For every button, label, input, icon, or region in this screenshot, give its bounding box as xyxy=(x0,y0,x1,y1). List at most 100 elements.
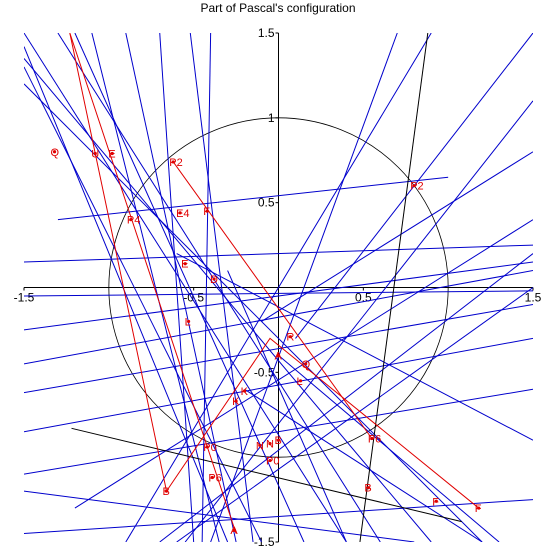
red-line xyxy=(172,161,373,439)
point-label: B xyxy=(364,483,371,495)
point-marker xyxy=(183,262,187,266)
point-marker xyxy=(366,486,371,490)
blue-line xyxy=(24,66,262,542)
point-marker xyxy=(164,489,169,493)
point-marker xyxy=(52,150,57,154)
blue-line xyxy=(24,388,533,475)
blue-line xyxy=(57,176,449,221)
blue-line xyxy=(24,244,533,263)
blue-line xyxy=(278,354,500,542)
blue-line xyxy=(189,33,254,542)
point-label: K xyxy=(232,396,240,408)
point-label: P2 xyxy=(410,181,423,193)
blue-line xyxy=(201,33,212,542)
x-tick-label: -1.5 xyxy=(14,291,35,305)
point-marker xyxy=(242,389,247,393)
point-label: E xyxy=(181,259,188,271)
point-marker xyxy=(268,458,272,463)
blue-line xyxy=(24,83,483,542)
plot-title: Part of Pascal's configuration xyxy=(200,1,355,15)
point-label: Q xyxy=(302,359,311,371)
point-label: P2 xyxy=(169,157,182,169)
point-label: A xyxy=(275,350,283,362)
point-label: F xyxy=(475,503,482,515)
point-marker xyxy=(205,209,209,213)
point-marker xyxy=(210,475,214,480)
point-label: L xyxy=(185,316,191,328)
blue-line xyxy=(125,33,432,542)
blue-line xyxy=(24,270,533,365)
red-line xyxy=(69,33,237,534)
axes: -1.5-0.50.51.51.510.5-0.5-1.5 xyxy=(14,26,542,549)
y-tick-label: 1.5 xyxy=(258,26,275,40)
blue-line xyxy=(227,270,347,542)
blue-line xyxy=(176,253,533,441)
point-marker xyxy=(298,379,303,383)
point-label: N xyxy=(256,440,264,452)
point-marker xyxy=(234,399,238,403)
blue-line xyxy=(91,33,220,542)
point-marker xyxy=(288,335,292,339)
red-polyline xyxy=(69,33,480,509)
y-tick-label: 0.5 xyxy=(258,196,275,210)
point-marker xyxy=(412,184,416,188)
point-label: A xyxy=(230,525,238,537)
blue-line xyxy=(24,337,533,433)
point-marker xyxy=(304,362,308,366)
blue-line xyxy=(24,499,533,535)
x-tick-label: 1.5 xyxy=(525,291,542,305)
point-marker xyxy=(268,441,272,446)
point-label: B xyxy=(275,435,282,447)
point-marker xyxy=(370,436,374,441)
blue-line xyxy=(74,219,533,509)
point-label: Q xyxy=(51,147,60,159)
point-marker xyxy=(434,499,438,503)
point-marker xyxy=(276,438,281,442)
black-line xyxy=(359,33,429,542)
blue-line xyxy=(159,253,533,542)
point-label: P6 xyxy=(368,434,381,446)
blue-line xyxy=(24,490,415,542)
point-label: P0 xyxy=(266,456,279,468)
point-marker xyxy=(212,277,216,281)
y-tick-label: -1.5 xyxy=(254,535,275,549)
point-marker xyxy=(205,445,209,449)
point-label: P4 xyxy=(127,215,140,227)
blue-line xyxy=(57,33,381,542)
blue-line xyxy=(24,33,347,542)
black-line xyxy=(71,427,462,523)
point-label: E4 xyxy=(176,208,189,220)
blue-line xyxy=(24,290,533,297)
blue-line xyxy=(24,46,229,542)
point-label: L xyxy=(297,376,303,388)
blue-line xyxy=(261,151,533,322)
point-label: D xyxy=(210,274,218,286)
point-marker xyxy=(178,211,182,215)
point-marker xyxy=(477,506,481,510)
unit-circle xyxy=(108,117,449,458)
point-marker xyxy=(232,528,236,532)
blue-line xyxy=(210,33,398,542)
point-label: B xyxy=(163,486,170,498)
point-marker xyxy=(258,443,262,447)
blue-line xyxy=(125,33,237,542)
blue-line xyxy=(184,100,533,542)
point-label: P6 xyxy=(208,473,221,485)
point-marker xyxy=(110,151,114,156)
point-label: F xyxy=(432,496,439,508)
point-marker xyxy=(276,353,281,357)
blue-line xyxy=(159,33,195,542)
line-set xyxy=(24,33,533,542)
point-marker xyxy=(129,218,133,222)
point-label: U xyxy=(91,148,99,160)
point-label: K xyxy=(241,386,249,398)
point-label: P0 xyxy=(203,442,216,454)
point-marker xyxy=(93,151,97,156)
point-label: N xyxy=(266,439,274,451)
point-marker xyxy=(171,160,175,164)
point-label: R xyxy=(286,332,294,344)
point-marker xyxy=(186,319,191,324)
point-label: F xyxy=(203,206,210,218)
